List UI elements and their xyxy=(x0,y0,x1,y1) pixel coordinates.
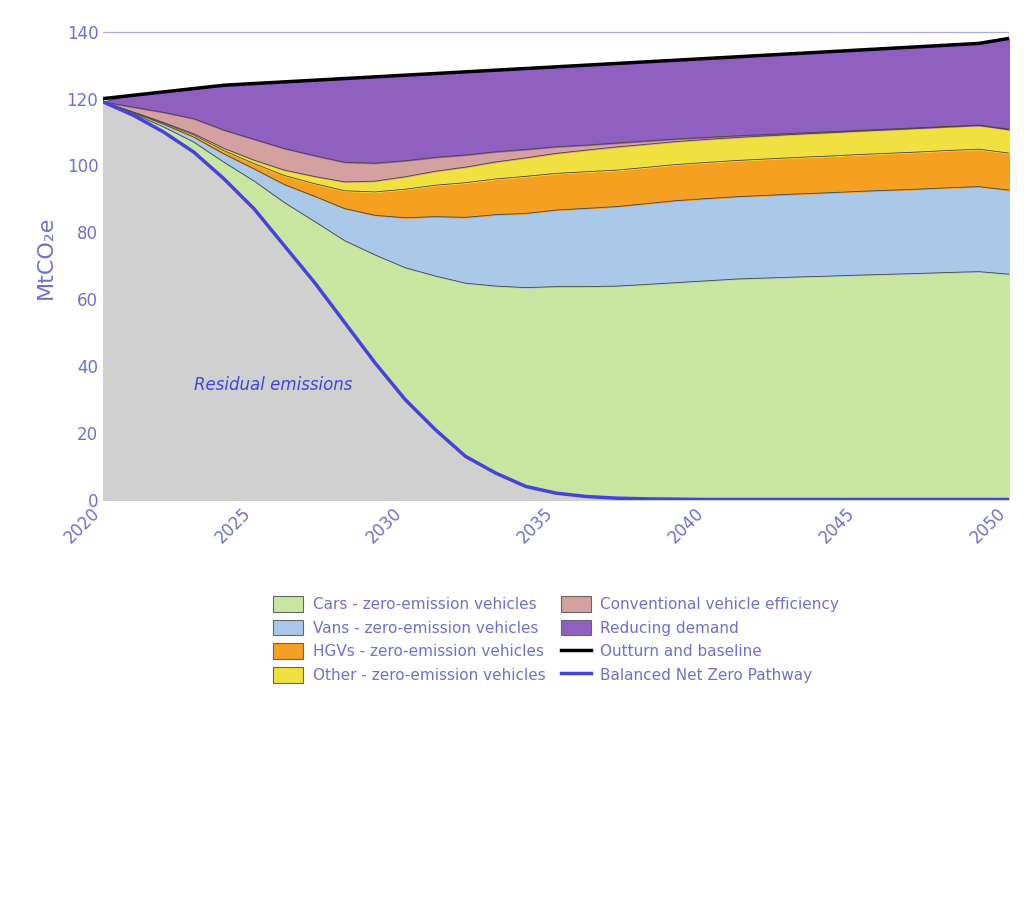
Y-axis label: MtCO₂e: MtCO₂e xyxy=(36,216,55,299)
Legend: Cars - zero-emission vehicles, Vans - zero-emission vehicles, HGVs - zero-emissi: Cars - zero-emission vehicles, Vans - ze… xyxy=(267,590,846,689)
Text: Residual emissions: Residual emissions xyxy=(194,375,352,393)
